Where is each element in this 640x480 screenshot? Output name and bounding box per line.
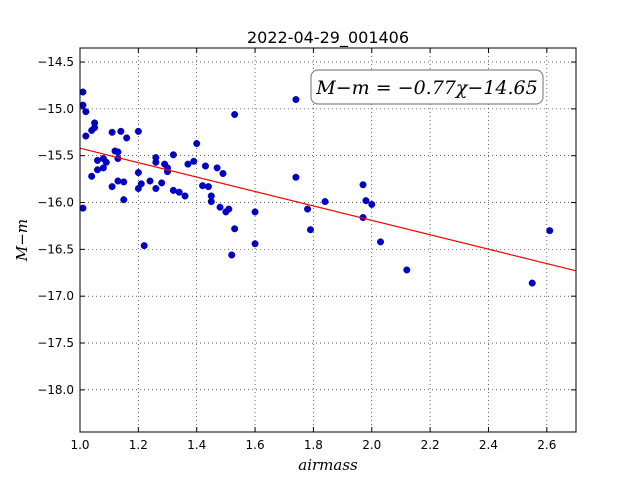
- data-point: [377, 238, 385, 246]
- data-point: [158, 179, 166, 187]
- data-point: [213, 164, 221, 172]
- x-tick-label: 1.2: [129, 438, 148, 452]
- data-point: [368, 200, 376, 208]
- data-point: [181, 192, 189, 200]
- data-point: [79, 204, 87, 212]
- equation-box: M−m = −0.77χ−14.65: [310, 69, 544, 105]
- data-point: [193, 140, 201, 148]
- x-tick-label: 1.8: [304, 438, 323, 452]
- data-point: [88, 172, 96, 180]
- data-point: [231, 225, 239, 233]
- data-point: [169, 186, 177, 194]
- x-tick-label: 2.2: [421, 438, 440, 452]
- data-point: [225, 205, 233, 213]
- data-point: [114, 177, 122, 185]
- data-point: [102, 158, 110, 166]
- y-tick-label: −16.5: [37, 242, 74, 256]
- x-tick-label: 1.6: [246, 438, 265, 452]
- plot-area: [80, 48, 576, 432]
- data-point: [99, 164, 107, 172]
- x-tick-label: 2.4: [479, 438, 498, 452]
- y-axis-label: M−m: [13, 219, 31, 262]
- data-point: [120, 178, 128, 186]
- data-point: [251, 208, 259, 216]
- data-point: [546, 227, 554, 235]
- data-points: [79, 88, 554, 287]
- data-point: [528, 279, 536, 287]
- data-point: [219, 170, 227, 178]
- data-point: [108, 128, 116, 136]
- data-point: [184, 160, 192, 168]
- data-point: [169, 151, 177, 159]
- data-point: [137, 180, 145, 188]
- data-point: [204, 183, 212, 191]
- y-tick-label: −14.5: [37, 55, 74, 69]
- y-tick-label: −17.5: [37, 336, 74, 350]
- data-point: [199, 182, 207, 190]
- data-point: [79, 88, 87, 96]
- y-tick-label: −15.0: [37, 102, 74, 116]
- data-point: [108, 183, 116, 191]
- data-point: [190, 157, 198, 165]
- data-point: [216, 203, 224, 211]
- data-point: [304, 205, 312, 213]
- data-point: [359, 181, 367, 189]
- data-point: [82, 132, 90, 140]
- x-tick-label: 2.6: [537, 438, 556, 452]
- data-point: [152, 184, 160, 192]
- data-point: [94, 156, 102, 164]
- x-tick-labels: 1.0 1.2 1.4 1.6 1.8 2.0 2.2 2.4 2.6: [70, 438, 556, 452]
- y-tick-label: −17.0: [37, 289, 74, 303]
- data-point: [228, 251, 236, 259]
- data-point: [134, 169, 142, 177]
- data-point: [91, 124, 99, 132]
- data-point: [306, 226, 314, 234]
- data-point: [120, 196, 128, 204]
- y-tick-labels: −14.5 −15.0 −15.5 −16.0 −16.5 −17.0 −17.5 −18.0: [37, 55, 74, 397]
- data-point: [292, 96, 300, 104]
- data-point: [117, 127, 125, 135]
- data-point: [140, 242, 148, 250]
- data-point: [231, 110, 239, 118]
- data-point: [114, 148, 122, 156]
- data-point: [94, 166, 102, 174]
- y-tick-label: −18.0: [37, 383, 74, 397]
- data-point: [403, 266, 411, 274]
- plot-frame: [79, 47, 577, 433]
- data-point: [152, 158, 160, 166]
- equation-text: M−m = −0.77χ−14.65: [315, 77, 537, 99]
- x-tick-label: 2.0: [362, 438, 381, 452]
- y-tick-label: −15.5: [37, 149, 74, 163]
- data-point: [82, 108, 90, 116]
- data-point: [146, 177, 154, 185]
- x-tick-label: 1.0: [70, 438, 89, 452]
- data-point: [207, 192, 215, 200]
- data-point: [134, 127, 142, 135]
- y-tick-label: −16.0: [37, 196, 74, 210]
- data-point: [292, 173, 300, 181]
- data-point: [362, 197, 370, 205]
- x-tick-label: 1.4: [187, 438, 206, 452]
- data-point: [79, 101, 87, 109]
- x-axis-label: airmass: [298, 456, 358, 474]
- data-point: [321, 198, 329, 206]
- data-point: [123, 134, 131, 142]
- fit-line: [79, 147, 577, 272]
- data-point: [175, 188, 183, 196]
- data-point: [251, 240, 259, 248]
- chart-title: 2022-04-29_001406: [247, 28, 409, 48]
- data-point: [201, 162, 209, 170]
